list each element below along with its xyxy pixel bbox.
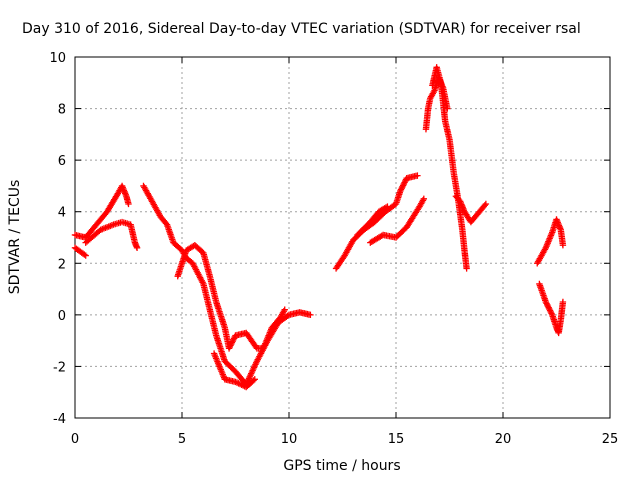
x-tick-label: 0 xyxy=(71,432,79,447)
data-point xyxy=(463,265,470,272)
data-point xyxy=(228,339,236,346)
data-point xyxy=(544,301,551,309)
x-tick-label: 20 xyxy=(495,432,512,447)
grid xyxy=(75,57,610,418)
data-point xyxy=(382,204,390,211)
data-point xyxy=(81,251,88,258)
data-point xyxy=(546,305,553,313)
data-point xyxy=(397,187,404,195)
data-point xyxy=(481,202,489,209)
series-track-a xyxy=(71,244,89,259)
data-point xyxy=(545,304,552,311)
series-track-f xyxy=(210,350,258,391)
data-point xyxy=(420,195,428,203)
data-point xyxy=(133,244,141,252)
data-point xyxy=(228,340,235,348)
axis-ticks: 0 5 10 15 20 25 -4 -2 0 2 4 6 8 10 xyxy=(49,51,618,447)
data-point xyxy=(307,311,314,319)
y-tick-label: 0 xyxy=(58,309,66,324)
chart-title: Day 310 of 2016, Sidereal Day-to-day VTE… xyxy=(22,21,581,37)
data-point xyxy=(230,335,238,342)
data-point xyxy=(559,242,567,249)
y-tick-label: 4 xyxy=(58,206,66,221)
data-point xyxy=(250,377,257,384)
series-track-k xyxy=(429,64,470,272)
data-point xyxy=(225,345,233,352)
data-point xyxy=(399,182,407,189)
y-tick-label: 10 xyxy=(49,51,66,66)
data-point xyxy=(227,342,234,349)
data-point xyxy=(398,185,405,192)
plot-frame xyxy=(74,56,611,419)
series-track-m xyxy=(534,216,567,267)
y-tick-label: 2 xyxy=(58,257,66,272)
data-point xyxy=(547,308,554,316)
data-point xyxy=(281,306,288,313)
data-point xyxy=(400,180,408,188)
data-point xyxy=(229,338,236,345)
data-point xyxy=(544,303,552,310)
data-point xyxy=(482,200,490,208)
series-track-i xyxy=(367,195,428,246)
data-point xyxy=(399,183,406,190)
data-point xyxy=(384,203,391,210)
series-track-l xyxy=(452,193,490,226)
series-track-d xyxy=(140,182,314,388)
data-point xyxy=(251,376,258,383)
x-tick-label: 25 xyxy=(602,432,619,447)
series-track-b xyxy=(71,182,132,241)
data-point xyxy=(125,200,132,208)
series-track-g xyxy=(332,172,421,272)
data-point xyxy=(230,336,237,343)
data-point xyxy=(543,300,550,307)
data-point xyxy=(546,307,554,314)
data-marks xyxy=(71,64,567,391)
x-tick-label: 5 xyxy=(178,432,186,447)
data-point xyxy=(414,172,421,179)
data-point xyxy=(559,298,567,306)
y-tick-label: 6 xyxy=(58,154,66,169)
data-point xyxy=(401,179,408,186)
x-tick-label: 15 xyxy=(388,432,405,447)
data-point xyxy=(542,298,549,306)
data-point xyxy=(402,177,409,185)
data-point xyxy=(548,310,555,317)
data-point xyxy=(82,252,89,259)
series-track-h xyxy=(354,203,391,239)
x-tick-label: 10 xyxy=(281,432,298,447)
y-tick-label: -4 xyxy=(53,412,66,427)
y-axis-label: SDTVAR / TECUs xyxy=(7,180,23,295)
series-track-n xyxy=(536,280,567,337)
series-track-c xyxy=(82,218,141,252)
x-axis-label: GPS time / hours xyxy=(283,458,400,474)
data-point xyxy=(397,186,405,193)
data-point xyxy=(226,343,233,351)
y-tick-label: 8 xyxy=(58,103,66,118)
series-track-e xyxy=(174,242,288,352)
y-tick-label: -2 xyxy=(53,360,66,375)
data-point xyxy=(284,312,291,320)
